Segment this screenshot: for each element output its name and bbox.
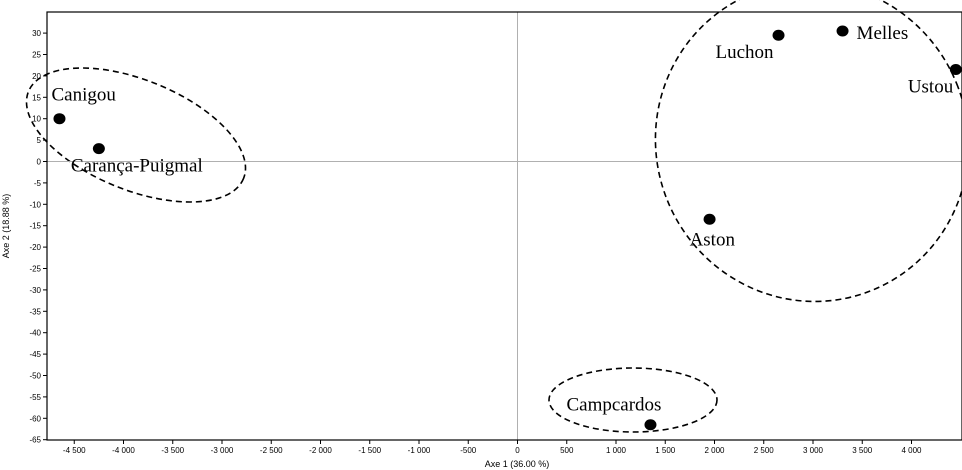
x-tick-label: -3 000: [211, 446, 234, 455]
point-label-canigou: Canigou: [51, 85, 116, 106]
y-tick-label: 10: [32, 115, 41, 124]
y-tick-label: -20: [29, 243, 41, 252]
x-axis-ticks: -4 500 -4 000 -3 500 -3 000 -2 500 -2 000 -1 5…: [63, 440, 922, 455]
x-axis-title: Axe 1 (36.00 %): [485, 459, 550, 469]
x-tick-label: -500: [460, 446, 477, 455]
x-tick-label: 500: [560, 446, 574, 455]
y-tick-label: 20: [32, 72, 41, 81]
point-label-aston: Aston: [690, 229, 736, 250]
cluster-outline-canigou-caranca: [25, 67, 247, 203]
x-tick-label: -3 500: [161, 446, 184, 455]
x-tick-label: -1 500: [358, 446, 381, 455]
y-tick-label: -40: [29, 329, 41, 338]
x-tick-label: -4 500: [63, 446, 86, 455]
y-tick-label: 5: [37, 136, 42, 145]
y-tick-label: -25: [29, 265, 41, 274]
y-tick-label: -45: [29, 350, 41, 359]
y-tick-label: 25: [32, 51, 41, 60]
x-tick-label: 1 500: [655, 446, 676, 455]
point-melles: [836, 25, 849, 37]
x-tick-label: -1 000: [408, 446, 431, 455]
point-luchon: [772, 29, 785, 41]
x-tick-label: -2 000: [309, 446, 332, 455]
data-points: Canigou Carança-Puigmal Luchon Melles Ustou A…: [51, 23, 962, 431]
point-label-melles: Melles: [857, 23, 909, 44]
point-label-luchon: Luchon: [716, 42, 775, 63]
y-tick-label: 15: [32, 93, 41, 102]
plot-frame: [46, 11, 962, 441]
y-tick-label: -55: [29, 393, 41, 402]
cluster-outline-luchon-melles-ustou-aston: [654, 0, 962, 303]
y-tick-label: 30: [32, 29, 41, 38]
y-tick-label: 0: [37, 158, 42, 167]
cluster-outlines: [25, 0, 962, 433]
cluster-outline-campcardos: [548, 367, 718, 433]
x-tick-label: -2 500: [260, 446, 283, 455]
point-canigou: [53, 113, 66, 125]
y-tick-label: -30: [29, 286, 41, 295]
point-ustou: [949, 63, 962, 75]
x-tick-label: -4 000: [112, 446, 135, 455]
y-axis-title: Axe 2 (18.88 %): [1, 194, 11, 259]
x-tick-label: 0: [515, 446, 520, 455]
y-tick-label: -50: [29, 372, 41, 381]
x-tick-label: 4 000: [901, 446, 922, 455]
point-label-campcardos: Campcardos: [566, 395, 661, 416]
y-tick-label: -35: [29, 307, 41, 316]
x-tick-label: 1 000: [606, 446, 627, 455]
y-axis-ticks: 30 25 20 15 10 5 0 -5 -10 -15 -20 -25 -30 -35 -40 -45 -5…: [29, 29, 47, 445]
point-label-caranca-puigmal: Carança-Puigmal: [71, 156, 203, 177]
y-tick-label: -5: [34, 179, 42, 188]
point-caranca-puigmal: [92, 143, 105, 155]
x-tick-label: 2 500: [754, 446, 775, 455]
x-tick-label: 3 500: [852, 446, 873, 455]
y-tick-label: -15: [29, 222, 41, 231]
point-label-ustou: Ustou: [908, 76, 954, 97]
y-tick-label: -65: [29, 436, 41, 445]
x-tick-label: 3 000: [803, 446, 824, 455]
y-tick-label: -10: [29, 200, 41, 209]
point-campcardos: [644, 419, 657, 431]
y-tick-label: -60: [29, 414, 41, 423]
point-aston: [703, 213, 716, 225]
x-tick-label: 2 000: [704, 446, 725, 455]
